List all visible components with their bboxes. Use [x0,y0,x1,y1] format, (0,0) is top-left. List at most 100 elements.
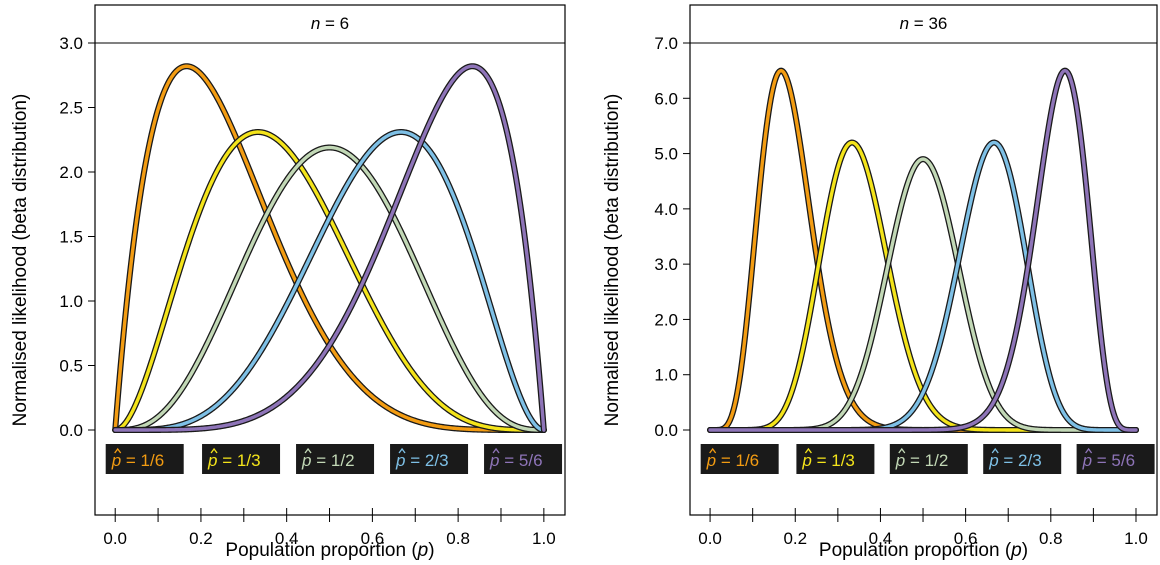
y-tick-label: 2.0 [59,163,83,182]
panel-title-var: n [311,14,320,33]
panel-2: n = 36 0.0 1.0 2.0 3.0 4.0 5.0 6.0 7.0 0.0 0.2 0.4 0… [602,4,1158,561]
legend-label-rest: = 1/2 [905,451,948,470]
legend-label: p = 1/6 [706,451,759,470]
y-tick-label: 1.0 [654,366,678,385]
x-tick-label: 0.0 [698,529,722,548]
legend-label: p = 1/2 [895,451,948,470]
y-tick-label: 5.0 [654,145,678,164]
legend-label-var: p [1082,451,1092,470]
legend-label-rest: = 2/3 [406,451,449,470]
legend-label-var: p [988,451,998,470]
legend-label: p = 2/3 [395,451,448,470]
legend-box [484,444,563,474]
legend-box [983,444,1062,474]
legend-label-rest: = 5/6 [1092,451,1135,470]
y-tick-label: 4.0 [654,200,678,219]
hat-mark [398,447,406,454]
series-line [113,64,546,432]
legend-label-var: p [801,451,811,470]
legend-label: p = 2/3 [988,451,1041,470]
legend-label-rest: = 1/6 [121,451,164,470]
legend-label-var: p [489,451,499,470]
legend-label: p = 1/6 [111,451,164,470]
legend-label: p = 5/6 [489,451,542,470]
legend-label-var: p [301,451,311,470]
hat-mark [898,447,906,454]
x-tick-label: 0.6 [954,529,978,548]
y-tick-label: 2.0 [654,310,678,329]
y-tick-label: 2.5 [59,99,83,118]
hat-mark [114,447,122,454]
x-axis-label-var: p [417,540,429,561]
plot-frame [94,4,566,516]
plot-frame [689,4,1158,516]
legend-box [700,444,779,474]
y-tick-label: 3.0 [654,255,678,274]
panel-title: n = 6 [311,14,349,33]
legend-label-rest: = 5/6 [500,451,543,470]
panel-1: n = 6 0.0 0.5 1.0 1.5 2.0 2.5 3.0 0.0 0.2 0.4 0.6 0.… [10,4,566,561]
x-tick-label: 0.2 [783,529,807,548]
legend-label-rest: = 2/3 [999,451,1042,470]
x-tick-label: 0.4 [869,529,893,548]
x-axis-label-main: Population proportion ( [819,540,1012,561]
legend-label: p = 5/6 [1082,451,1135,470]
x-tick-label: 0.8 [446,529,470,548]
legend-box [390,444,469,474]
legend-box [796,444,875,474]
legend-label-var: p [395,451,405,470]
series-line [113,145,546,432]
hat-mark [991,447,999,454]
x-axis-label-end: ) [428,540,434,561]
series-group [707,67,1139,433]
legend-box [296,444,375,474]
legend: p = 1/6 p = 1/3 p = 1/2 p = 2/3 p = 5/6 [105,444,563,474]
legend: p = 1/6 p = 1/3 p = 1/2 p = 2/3 p = 5/6 [700,444,1155,474]
x-tick-label: 0.4 [275,529,299,548]
legend-label-var: p [895,451,905,470]
legend-box [105,444,184,474]
y-tick-label: 7.0 [654,34,678,53]
y-tick-label: 0.0 [654,421,678,440]
series-line [113,130,546,432]
series-line [708,68,1138,432]
x-axis-label-end: ) [1022,540,1028,561]
legend-label-rest: = 1/6 [716,451,759,470]
y-tick-label: 1.5 [59,228,83,247]
panel-title-rest: = 36 [909,14,947,33]
panel-title: n = 36 [900,14,948,33]
legend-label-var: p [706,451,716,470]
y-axis-label: Normalised likelihood (beta distribution… [602,94,623,427]
x-axis-label: Population proportion (p) [819,540,1028,561]
x-tick-label: 0.8 [1039,529,1063,548]
x-tick-label: 1.0 [532,529,556,548]
x-tick-label: 0.2 [189,529,213,548]
legend-label-rest: = 1/3 [218,451,261,470]
hat-mark [1085,447,1093,454]
x-tick-label: 0.6 [361,529,385,548]
legend-label-var: p [207,451,217,470]
legend-label: p = 1/3 [207,451,260,470]
y-tick-label: 1.0 [59,292,83,311]
legend-label: p = 1/3 [801,451,854,470]
legend-label-rest: = 1/2 [312,451,355,470]
x-tick-label: 1.0 [1124,529,1148,548]
legend-box [202,444,281,474]
y-tick-label: 3.0 [59,34,83,53]
legend-label-var: p [111,451,121,470]
x-axis-label: Population proportion (p) [225,540,434,561]
hat-mark [210,447,218,454]
x-tick-label: 0.0 [103,529,127,548]
panel-title-rest: = 6 [320,14,349,33]
hat-mark [804,447,812,454]
panel-title-var: n [900,14,909,33]
hat-mark [304,447,312,454]
y-tick-label: 6.0 [654,89,678,108]
hat-mark [709,447,717,454]
y-tick-label: 0.5 [59,357,83,376]
hat-mark [492,447,500,454]
series-group [112,63,547,433]
legend-box [889,444,968,474]
legend-label: p = 1/2 [301,451,354,470]
